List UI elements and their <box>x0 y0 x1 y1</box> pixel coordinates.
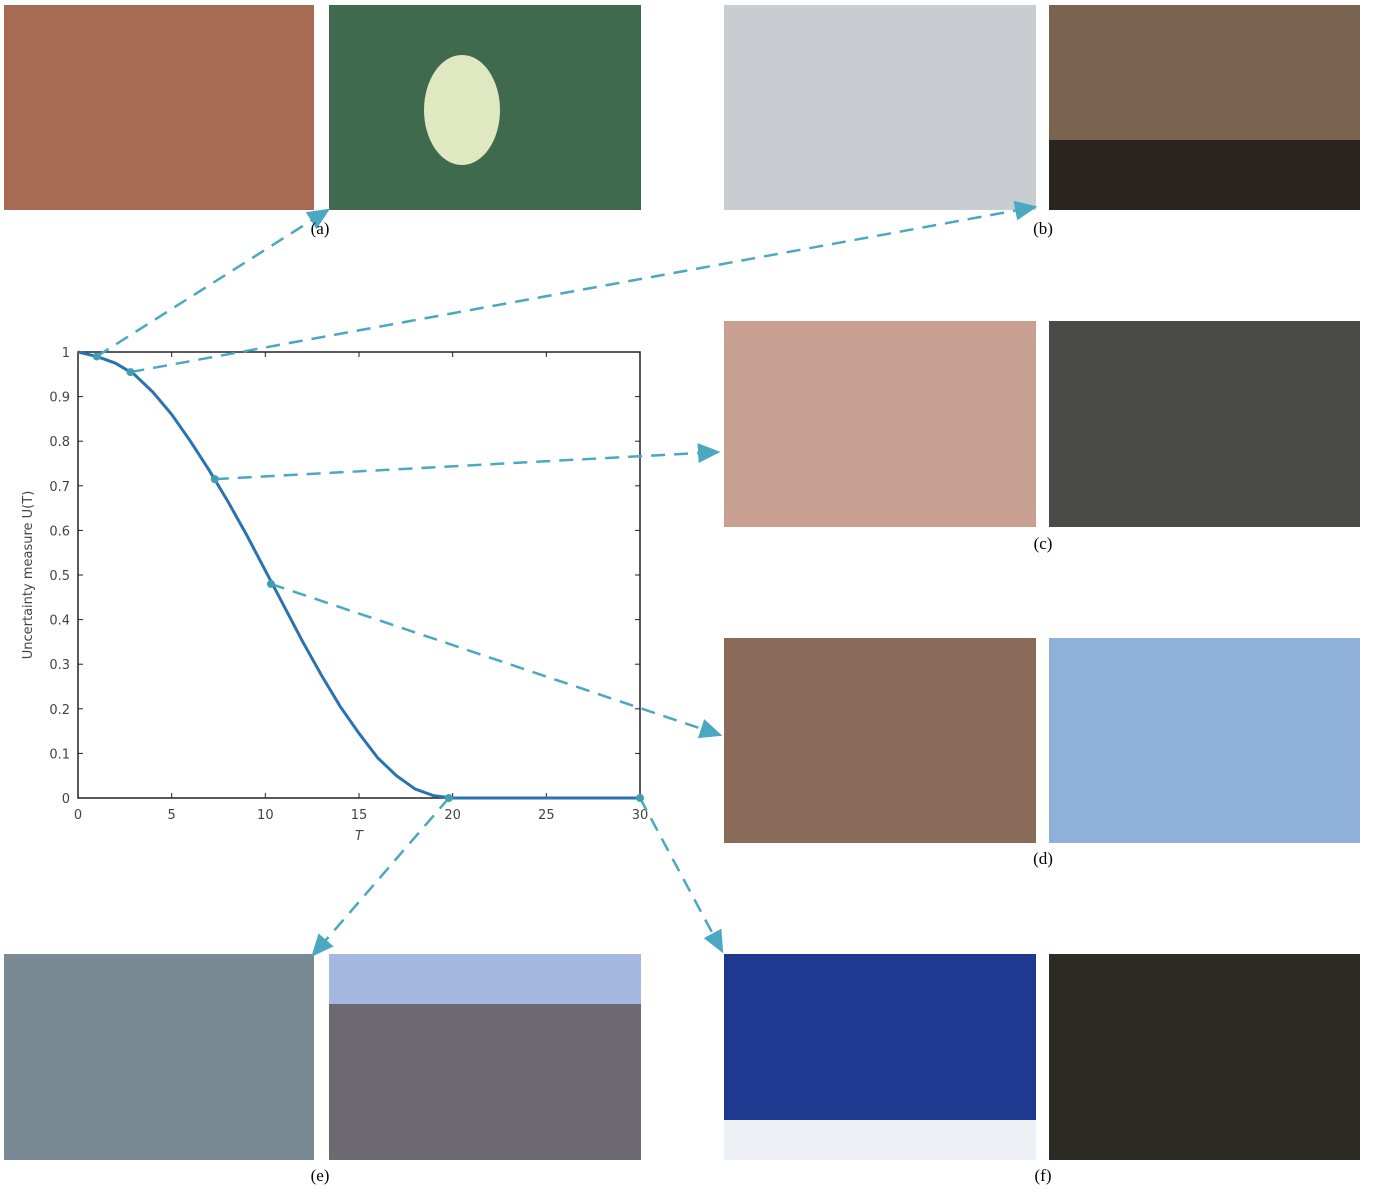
y-tick-label: 0.8 <box>49 435 70 450</box>
x-tick-label: 30 <box>632 808 649 823</box>
image <box>724 638 1036 843</box>
y-tick-label: 0.4 <box>49 614 70 629</box>
image <box>1049 321 1360 527</box>
image <box>4 5 314 210</box>
highlight-point <box>92 352 101 361</box>
x-tick-label: 10 <box>257 808 274 823</box>
highlight-point <box>266 579 275 588</box>
arrow <box>214 443 721 481</box>
x-tick-label: 5 <box>168 808 176 823</box>
image-detail <box>724 1120 1036 1160</box>
image-panels <box>4 5 1360 1160</box>
panel-label: (c) <box>1034 534 1053 553</box>
image-detail <box>329 954 641 1004</box>
image-detail <box>1049 140 1360 210</box>
y-tick-label: 0.5 <box>49 569 70 584</box>
panel-label: (a) <box>311 219 330 238</box>
panel-label: (f) <box>1035 1166 1052 1185</box>
arrow <box>270 582 723 739</box>
x-tick-label: 0 <box>74 808 82 823</box>
arrow <box>130 200 1038 374</box>
highlight-point <box>636 794 644 802</box>
x-tick-label: 15 <box>351 808 368 823</box>
y-tick-label: 1 <box>62 346 70 361</box>
highlight-point <box>210 475 219 484</box>
x-tick-label: 20 <box>444 808 461 823</box>
arrow <box>311 797 450 957</box>
y-axis-label: Uncertainty measure U(T) <box>21 491 36 660</box>
x-axis-label: T <box>355 829 364 844</box>
highlight-point <box>444 794 453 802</box>
image-detail <box>424 55 500 165</box>
y-tick-label: 0 <box>62 792 70 807</box>
image <box>724 5 1036 210</box>
curve <box>77 350 640 800</box>
y-tick-label: 0.1 <box>49 747 70 762</box>
highlight-point <box>126 368 135 377</box>
y-tick-label: 0.6 <box>49 524 70 539</box>
y-tick-label: 0.3 <box>49 658 70 673</box>
image <box>1049 954 1360 1160</box>
y-tick-label: 0.9 <box>49 391 70 406</box>
arrow <box>638 797 724 954</box>
y-tick-label: 0.2 <box>49 703 70 718</box>
image <box>1049 638 1360 843</box>
panel-label: (e) <box>311 1166 330 1185</box>
panel-label: (b) <box>1033 219 1053 238</box>
y-tick-label: 0.7 <box>49 480 70 495</box>
image <box>724 321 1036 527</box>
arrow <box>96 208 331 358</box>
x-tick-label: 25 <box>538 808 555 823</box>
panel-label: (d) <box>1033 849 1053 868</box>
image <box>4 954 314 1160</box>
